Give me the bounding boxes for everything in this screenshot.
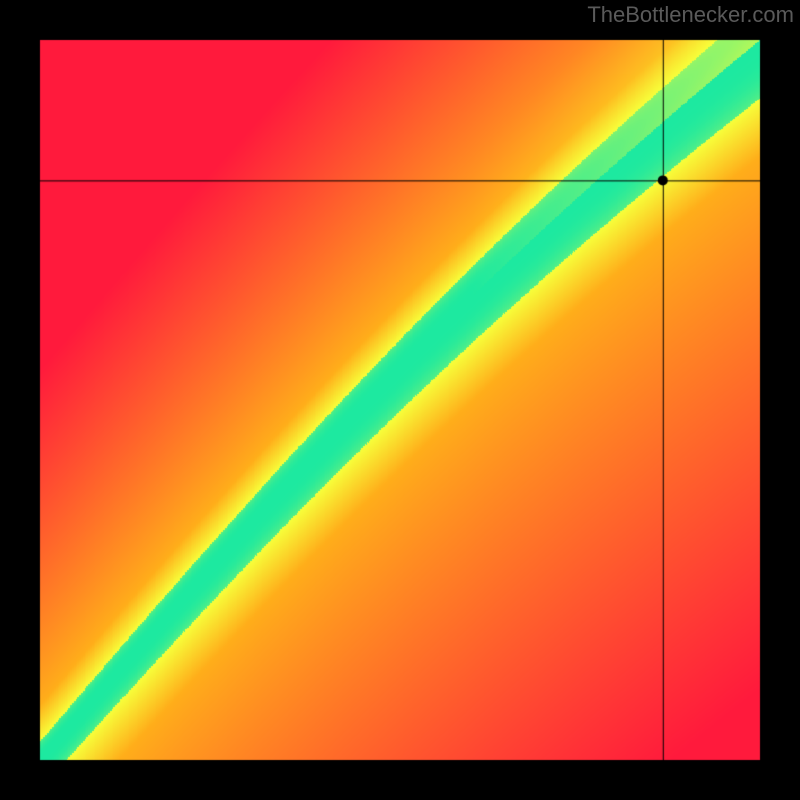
watermark-text: TheBottlenecker.com xyxy=(587,2,794,28)
chart-container: TheBottlenecker.com xyxy=(0,0,800,800)
heatmap-canvas xyxy=(0,0,800,800)
